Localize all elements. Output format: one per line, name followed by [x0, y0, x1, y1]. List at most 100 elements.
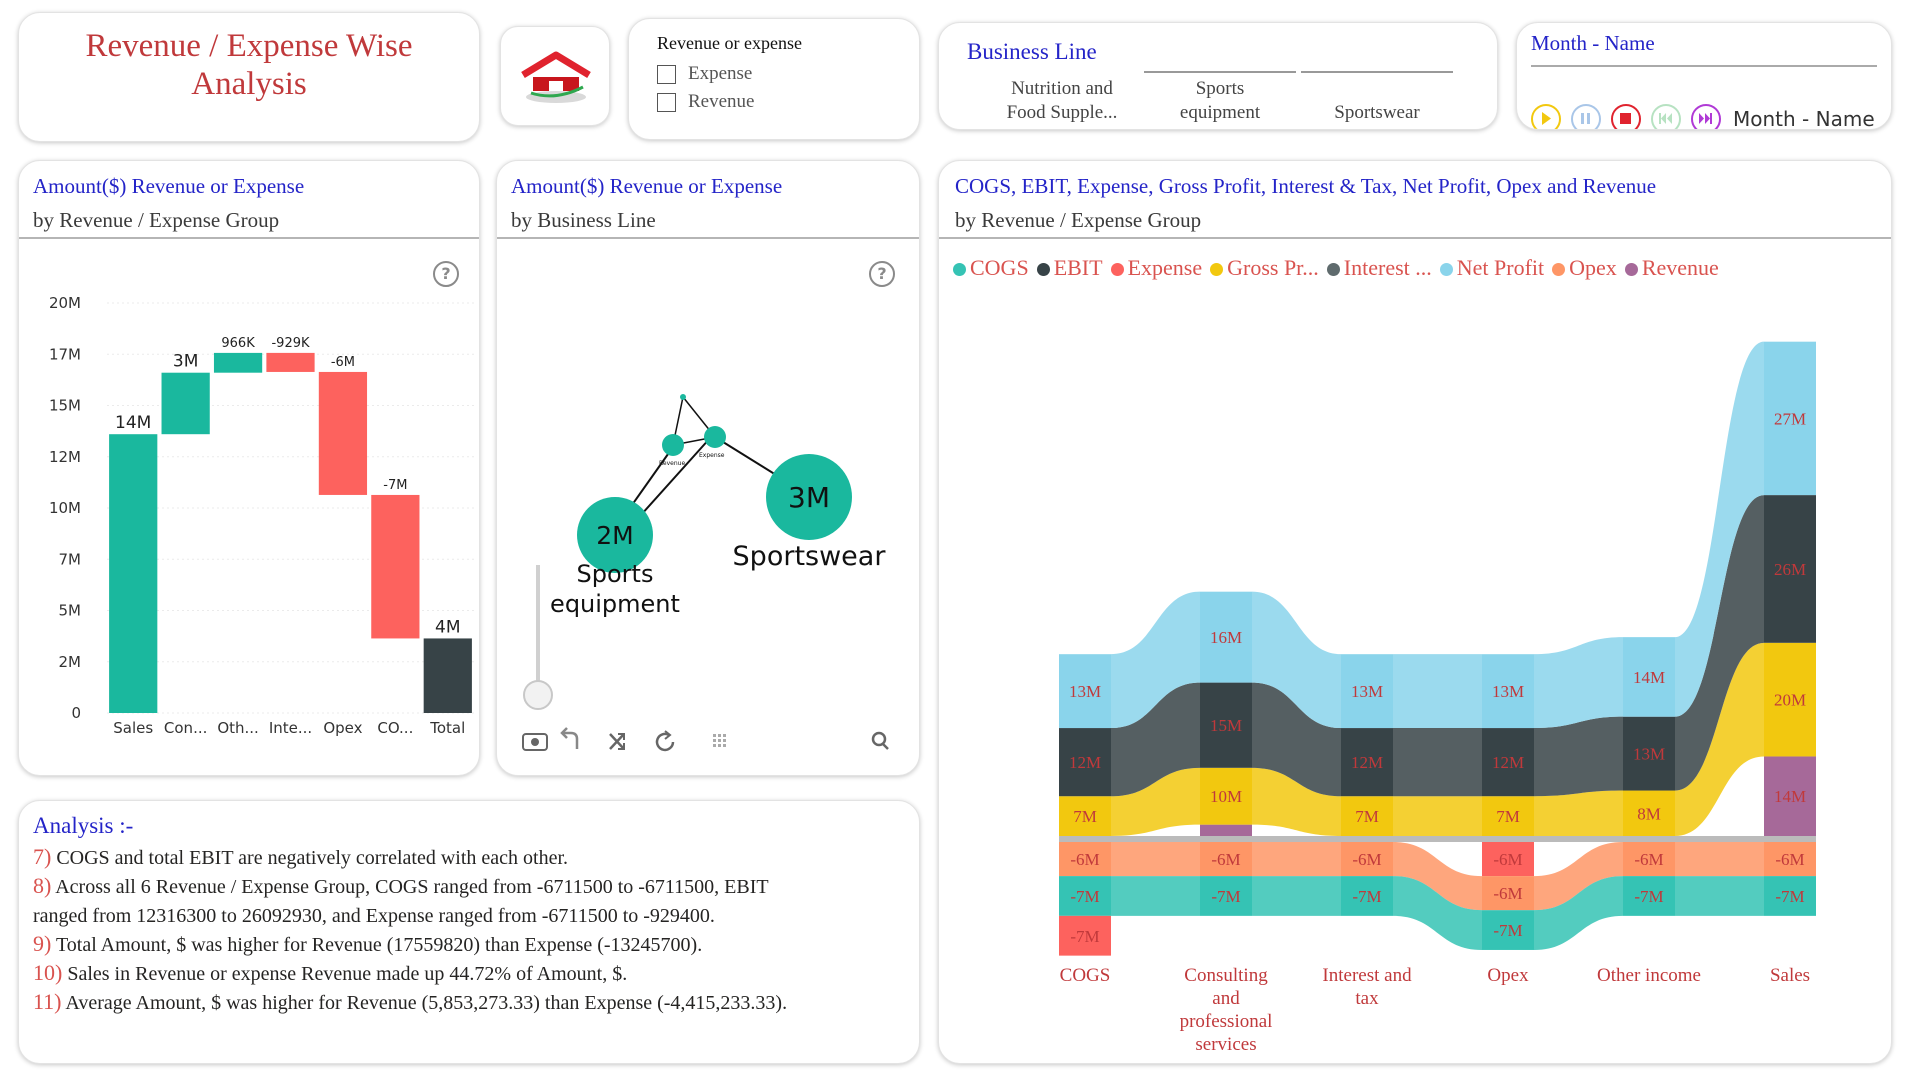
legend-item[interactable]: Revenue — [1624, 255, 1719, 280]
analysis-line: 11) Average Amount, $ was higher for Rev… — [33, 988, 909, 1017]
segment-label: 20M — [1774, 691, 1806, 710]
shuffle-icon[interactable] — [609, 733, 625, 750]
next-icon[interactable] — [1691, 104, 1721, 129]
waterfall-bar — [161, 372, 210, 435]
analysis-sentence: Average Amount, $ was higher for Revenue… — [61, 992, 788, 1014]
page-title: Revenue / Expense Wise Analysis — [19, 27, 479, 103]
x-category-label: and — [1212, 988, 1240, 1009]
search-icon[interactable] — [871, 731, 889, 750]
ribbon-segment — [1623, 876, 1675, 916]
legend-marker — [1326, 263, 1340, 277]
legend-item[interactable]: Opex — [1552, 255, 1617, 280]
visual-title-line1: COGS, EBIT, Expense, Gross Profit, Inter… — [955, 174, 1657, 198]
legend-item[interactable]: Net Profit — [1439, 255, 1544, 280]
help-icon[interactable]: ? — [433, 261, 459, 287]
waterfall-chart: 0 2M 5M 7M 10M 12M 15M 17M 20M 14M Sales 3M Con... 96… — [49, 294, 474, 737]
legend-label: EBIT — [1053, 255, 1103, 280]
waterfall-bar — [213, 352, 263, 373]
home-button[interactable] — [500, 26, 610, 126]
ribbon-chart: 7M 12M 13M 10M 15M 16M 7M 12M 13M 7M 12M 13M 8M 13M 14… — [1059, 341, 1816, 1055]
ribbon-band — [1111, 876, 1200, 916]
ribbon-segment — [1764, 876, 1816, 916]
segment-label: 7M — [1073, 807, 1097, 826]
segment-label: 12M — [1492, 753, 1524, 772]
waterfall-bar — [371, 494, 420, 639]
segment-label: -6M — [1775, 850, 1804, 869]
segment-label: 15M — [1210, 716, 1242, 735]
ribbon-segment — [1482, 910, 1534, 950]
segment-label: -7M — [1352, 887, 1381, 906]
pause-icon[interactable] — [1571, 104, 1601, 129]
grid-icon[interactable] — [713, 734, 726, 747]
ribbon-band — [1111, 842, 1200, 877]
ribbon-band — [1534, 716, 1623, 797]
zero-baseline — [1059, 836, 1816, 842]
ribbon-band — [1393, 876, 1482, 950]
revenue-checkbox[interactable] — [657, 93, 676, 113]
segment-label: -6M — [1352, 850, 1381, 869]
ribbon-segment — [1200, 876, 1252, 916]
stop-icon[interactable] — [1611, 104, 1641, 129]
undo-icon[interactable] — [560, 727, 579, 749]
network-node-revenue[interactable] — [662, 434, 684, 456]
home-icon[interactable] — [501, 27, 610, 126]
refresh-icon[interactable] — [655, 730, 675, 752]
month-play-axis: Month - Name Month - Name — [1516, 22, 1892, 130]
waterfall-bar — [423, 638, 472, 713]
analysis-line: 10) Sales in Revenue or expense Revenue … — [33, 959, 909, 988]
zoom-slider-handle[interactable] — [523, 680, 553, 710]
analysis-number: 9) — [33, 931, 52, 956]
legend-item[interactable]: EBIT — [1036, 255, 1103, 280]
legend-marker — [1439, 263, 1453, 277]
ribbon-segment — [1623, 842, 1675, 877]
page-title-line2: Analysis — [191, 66, 307, 102]
ribbon-band — [1111, 767, 1200, 836]
segment-label: 12M — [1069, 753, 1101, 772]
y-tick-label: 10M — [49, 499, 81, 517]
ribbon-segment — [1341, 728, 1393, 797]
expense-option[interactable]: Expense — [657, 63, 752, 85]
business-item-sports-equipment[interactable]: Sports equipment — [1144, 77, 1296, 125]
ribbon-segment — [1482, 876, 1534, 911]
legend-item[interactable]: Gross Pr... — [1210, 255, 1319, 280]
legend-item[interactable]: Expense — [1110, 255, 1202, 280]
camera-icon[interactable] — [522, 733, 548, 751]
segment-label: -6M — [1493, 884, 1522, 903]
help-icon[interactable]: ? — [869, 261, 895, 287]
analysis-card: Analysis :- 7) COGS and total EBIT are n… — [18, 800, 920, 1064]
visual-title-line2: by Revenue / Expense Group — [955, 208, 1202, 232]
title-divider — [939, 237, 1891, 239]
segment-label: 7M — [1496, 807, 1520, 826]
ribbon-segment — [1764, 756, 1816, 836]
ribbon-segment — [1200, 842, 1252, 877]
slicer-rule — [1531, 65, 1877, 67]
segment-label: -6M — [1493, 850, 1522, 869]
ribbon-band — [1393, 796, 1482, 836]
ribbon-band — [1675, 876, 1764, 916]
legend-label: Gross Pr... — [1227, 255, 1319, 280]
network-node-small[interactable] — [680, 394, 686, 400]
legend-item[interactable]: COGS — [953, 255, 1029, 280]
revenue-option[interactable]: Revenue — [657, 91, 754, 113]
data-label: -929K — [271, 336, 310, 351]
ribbon-segment — [1059, 796, 1111, 836]
ribbon-band — [1675, 842, 1764, 877]
expense-checkbox[interactable] — [657, 65, 676, 85]
network-node-sportswear[interactable] — [766, 454, 852, 540]
previous-icon[interactable] — [1651, 104, 1681, 129]
ribbon-band — [1252, 682, 1341, 797]
segment-label: 13M — [1492, 682, 1524, 701]
network-small-label: Revenue — [659, 460, 685, 467]
business-item-nutrition[interactable]: Nutrition and Food Supple... — [987, 77, 1137, 125]
visual-title-line1: Amount($) Revenue or Expense — [33, 174, 305, 198]
legend-label: Interest ... — [1343, 255, 1432, 280]
network-node-sports-equipment[interactable] — [577, 497, 653, 573]
legend-label: Revenue — [1641, 255, 1719, 280]
ribbon-band — [1534, 637, 1623, 729]
business-item-sportswear[interactable]: Sportswear — [1301, 77, 1453, 125]
network-node-expense[interactable] — [704, 426, 726, 448]
legend-item[interactable]: Interest ... — [1326, 255, 1432, 280]
waterfall-bar — [318, 371, 368, 495]
play-icon[interactable] — [1531, 104, 1561, 129]
business-item-label: Nutrition and — [1011, 78, 1113, 99]
